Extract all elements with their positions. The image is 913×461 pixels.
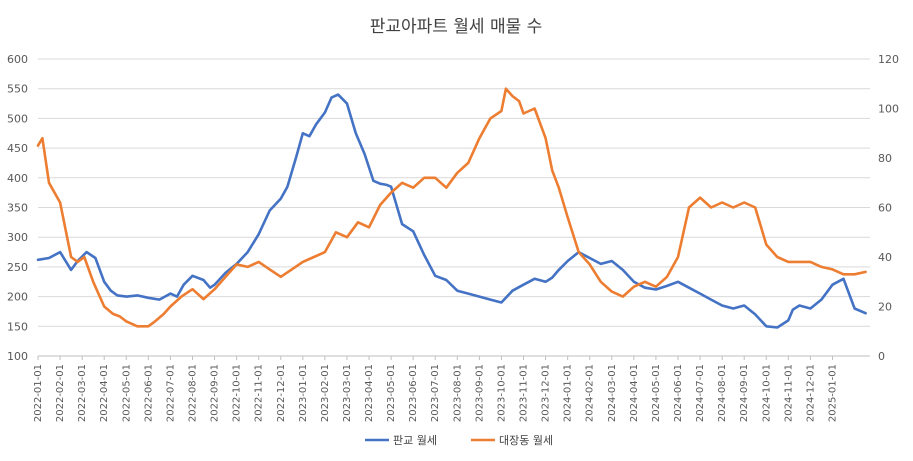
- left-tick-label: 250: [7, 261, 28, 274]
- x-tick-label: 2024-12-01: [805, 364, 816, 422]
- right-tick-label: 40: [878, 251, 892, 264]
- x-tick-label: 2024-03-01: [607, 364, 618, 422]
- right-tick-label: 60: [878, 202, 892, 215]
- x-tick-label: 2024-04-01: [629, 364, 640, 422]
- x-tick-label: 2022-11-01: [254, 364, 265, 422]
- left-tick-label: 500: [7, 112, 28, 125]
- x-tick-label: 2025-01-01: [827, 364, 838, 422]
- legend-label-2: 대장동 월세: [499, 434, 553, 447]
- x-tick-label: 2024-09-01: [739, 364, 750, 422]
- x-tick-label: 2024-06-01: [673, 364, 684, 422]
- x-tick-label: 2023-11-01: [519, 364, 530, 422]
- x-tick-label: 2023-03-01: [342, 364, 353, 422]
- x-tick-label: 2022-02-01: [55, 364, 66, 422]
- x-tick-label: 2023-08-01: [452, 364, 463, 422]
- left-tick-label: 400: [7, 172, 28, 185]
- left-tick-label: 600: [7, 53, 28, 66]
- series-line-1: [36, 93, 867, 329]
- right-tick-label: 20: [878, 301, 892, 314]
- x-tick-label: 2023-01-01: [298, 364, 309, 422]
- x-tick-label: 2022-01-01: [33, 364, 44, 422]
- right-tick-label: 120: [878, 53, 899, 66]
- left-y-axis: 100 150 200 250 300 350 400 450 500 550 600: [7, 53, 28, 363]
- left-tick-label: 150: [7, 320, 28, 333]
- left-tick-label: 450: [7, 142, 28, 155]
- x-tick-label: 2024-08-01: [717, 364, 728, 422]
- legend-label-1: 판교 월세: [393, 434, 437, 447]
- series-lines: [36, 87, 867, 329]
- left-tick-label: 550: [7, 83, 28, 96]
- x-tick-label: 2023-05-01: [386, 364, 397, 422]
- legend: 판교 월세 대장동 월세: [365, 434, 553, 447]
- chart-title: 판교아파트 월세 매물 수: [370, 17, 543, 37]
- x-tick-label: 2022-05-01: [121, 364, 132, 422]
- x-tick-label: 2022-06-01: [143, 364, 154, 422]
- x-tick-label: 2023-06-01: [408, 364, 419, 422]
- left-tick-label: 200: [7, 291, 28, 304]
- x-tick-label: 2022-07-01: [165, 364, 176, 422]
- left-tick-label: 300: [7, 231, 28, 244]
- x-tick-label: 2023-02-01: [320, 364, 331, 422]
- x-tick-label: 2022-10-01: [232, 364, 243, 422]
- x-tick-label: 2023-10-01: [496, 364, 507, 422]
- x-tick-label: 2023-04-01: [364, 364, 375, 422]
- x-tick-label: 2024-02-01: [585, 364, 596, 422]
- x-tick-label: 2024-11-01: [783, 364, 794, 422]
- x-tick-label: 2024-01-01: [563, 364, 574, 422]
- right-y-axis: 0 20 40 60 80 100 120: [878, 53, 899, 363]
- right-tick-label: 80: [878, 152, 892, 165]
- x-tick-label: 2024-07-01: [695, 364, 706, 422]
- x-tick-label: 2022-09-01: [210, 364, 221, 422]
- x-tick-label: 2022-08-01: [187, 364, 198, 422]
- left-tick-label: 100: [7, 350, 28, 363]
- x-axis: 2022-01-01 2022-02-01 2022-03-01 2022-04-01…: [33, 355, 870, 422]
- x-tick-label: 2022-04-01: [99, 364, 110, 422]
- left-tick-label: 350: [7, 202, 28, 215]
- x-tick-label: 2023-09-01: [474, 364, 485, 422]
- x-tick-label: 2024-05-01: [651, 364, 662, 422]
- series-line-2: [36, 87, 867, 328]
- right-tick-label: 100: [878, 103, 899, 116]
- x-tick-label: 2023-07-01: [430, 364, 441, 422]
- x-tick-label: 2022-12-01: [276, 364, 287, 422]
- gridlines: [38, 58, 870, 357]
- x-tick-label: 2022-03-01: [77, 364, 88, 422]
- right-tick-label: 0: [878, 350, 885, 363]
- x-tick-label: 2023-12-01: [541, 364, 552, 422]
- x-tick-label: 2024-10-01: [761, 364, 772, 422]
